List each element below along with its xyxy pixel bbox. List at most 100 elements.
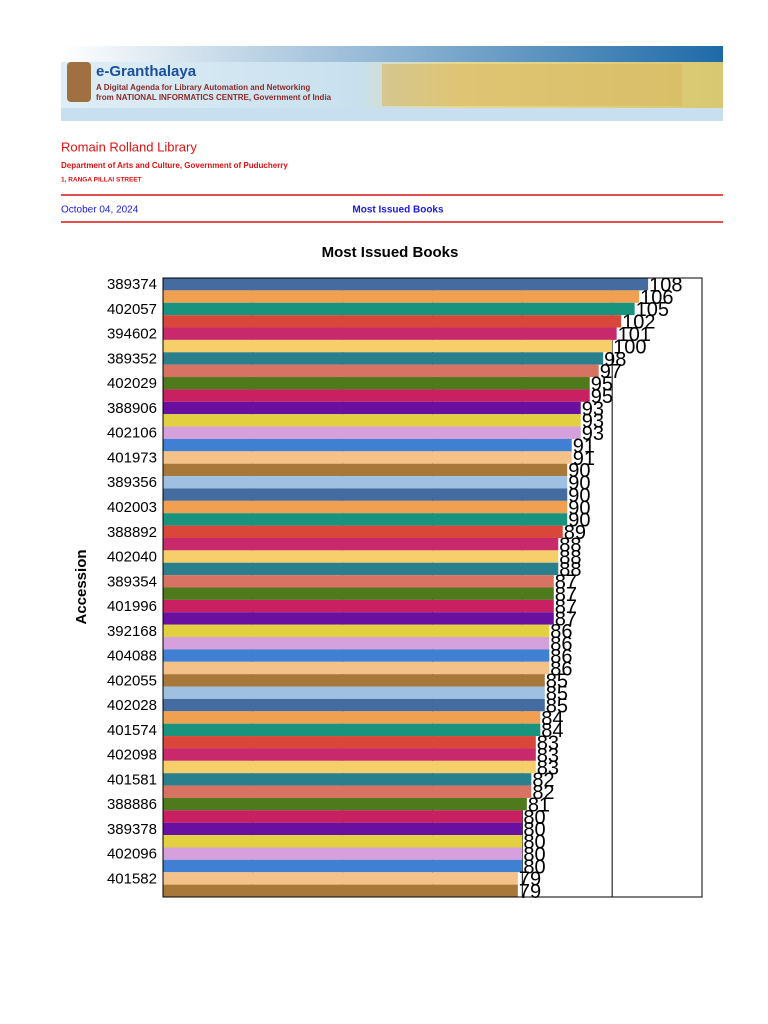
bar <box>163 389 590 402</box>
value-label: 93 <box>582 398 604 420</box>
y-tick-label: 402096 <box>107 846 157 863</box>
report-title: Most Issued Books <box>352 205 444 216</box>
value-label: 79 <box>519 881 541 903</box>
bar <box>163 637 550 650</box>
value-label: 90 <box>568 473 590 495</box>
bar <box>163 426 581 439</box>
value-label: 108 <box>649 274 682 296</box>
value-label: 80 <box>523 807 545 829</box>
value-label: 80 <box>523 832 545 854</box>
y-tick-label: 404088 <box>107 648 157 665</box>
value-label: 83 <box>537 757 559 779</box>
value-label: 86 <box>550 621 572 643</box>
value-label: 88 <box>559 547 581 569</box>
y-tick-label: 392168 <box>107 623 157 640</box>
bar <box>163 859 523 873</box>
value-label: 91 <box>573 448 595 470</box>
value-label: 82 <box>532 782 554 804</box>
bar <box>163 377 590 390</box>
banner-bottom <box>61 108 723 121</box>
banner-top <box>61 46 723 62</box>
bar <box>163 785 532 798</box>
value-label: 81 <box>528 794 550 816</box>
bar <box>163 822 523 836</box>
value-label: 101 <box>618 324 651 346</box>
value-label: 90 <box>568 460 590 482</box>
value-label: 86 <box>550 658 572 680</box>
tagline: from NATIONAL INFORMATICS CENTRE, Govern… <box>96 93 332 102</box>
brand: e-Granthalaya <box>96 63 197 80</box>
y-tick-label: 402055 <box>107 672 157 689</box>
value-label: 90 <box>568 497 590 519</box>
value-label: 87 <box>555 584 577 606</box>
y-tick-label: 401996 <box>107 598 157 615</box>
value-label: 80 <box>523 856 545 878</box>
value-label: 93 <box>582 411 604 433</box>
plot-frame <box>162 277 703 898</box>
bar <box>163 488 568 501</box>
value-label: 98 <box>604 349 626 371</box>
value-label: 86 <box>550 633 572 655</box>
y-tick-label: 389354 <box>107 573 157 590</box>
bar <box>163 575 554 588</box>
y-tick-label: 401973 <box>107 449 157 466</box>
bar <box>163 339 613 353</box>
bar <box>163 760 536 774</box>
bar <box>163 773 532 786</box>
bar <box>163 698 545 712</box>
chart-title: Most Issued Books <box>322 244 459 261</box>
bar <box>163 872 518 885</box>
value-label: 91 <box>573 435 595 457</box>
bar <box>163 884 518 897</box>
value-label: 84 <box>541 720 563 742</box>
value-label: 106 <box>640 287 673 309</box>
y-tick-label: 388892 <box>107 524 157 541</box>
bar <box>163 649 550 662</box>
bar <box>163 748 536 761</box>
bar <box>163 525 563 538</box>
value-label: 93 <box>582 423 604 445</box>
bar <box>163 278 649 291</box>
bar <box>163 327 617 340</box>
value-label: 85 <box>546 695 568 717</box>
bar <box>163 364 599 378</box>
bar <box>163 562 559 576</box>
value-label: 95 <box>591 386 613 408</box>
bar <box>163 438 572 452</box>
bar <box>163 723 541 737</box>
value-label: 83 <box>537 745 559 767</box>
value-label: 82 <box>532 770 554 792</box>
y-tick-label: 402057 <box>107 301 157 318</box>
bar <box>163 537 559 551</box>
library-name: Romain Rolland Library <box>61 139 197 154</box>
value-label: 97 <box>600 361 622 383</box>
bar <box>163 352 604 365</box>
value-label: 105 <box>636 299 669 321</box>
value-label: 90 <box>568 485 590 507</box>
bar <box>163 810 523 823</box>
y-tick-label: 388886 <box>107 796 157 813</box>
value-label: 87 <box>555 609 577 631</box>
bar <box>163 599 554 613</box>
value-label: 80 <box>523 844 545 866</box>
bar <box>163 624 550 638</box>
bar <box>163 315 622 328</box>
y-axis-label: Accession <box>73 549 90 624</box>
value-label: 90 <box>568 510 590 532</box>
y-tick-label: 388906 <box>107 400 157 417</box>
value-label: 87 <box>555 572 577 594</box>
bar <box>163 414 581 427</box>
bar <box>163 736 536 749</box>
y-tick-label: 401574 <box>107 722 157 739</box>
bar <box>163 451 572 464</box>
bar <box>163 513 568 526</box>
value-label: 88 <box>559 559 581 581</box>
bar <box>163 290 640 303</box>
bar <box>163 612 554 625</box>
value-label: 79 <box>519 869 541 891</box>
y-tick-label: 394602 <box>107 326 157 343</box>
y-tick-label: 402029 <box>107 375 157 392</box>
banner-photo <box>382 64 682 106</box>
value-label: 83 <box>537 733 559 755</box>
